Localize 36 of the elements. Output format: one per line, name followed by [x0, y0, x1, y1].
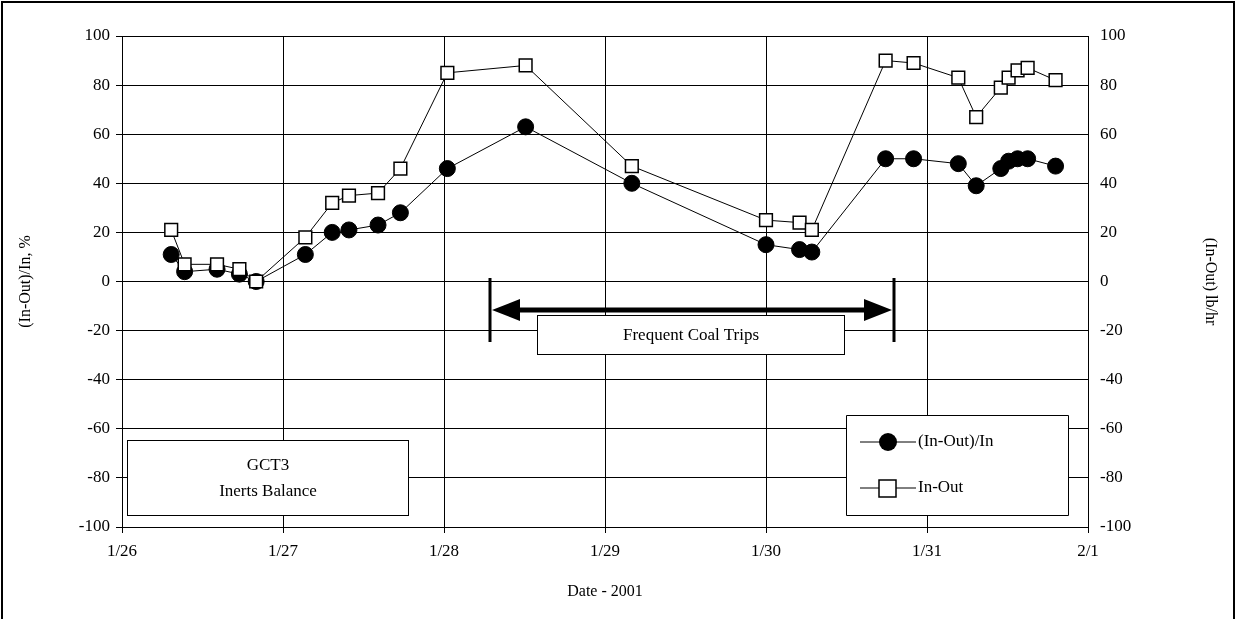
y2-tick-label: 100: [1100, 25, 1126, 45]
y-tick-label: -80: [87, 467, 110, 487]
y2-tick-label: 40: [1100, 172, 1117, 192]
y2-axis-title: (In-Out) lb/hr: [1202, 237, 1221, 326]
y2-tick-label: -60: [1100, 418, 1123, 438]
y-tick-label: -60: [87, 418, 110, 438]
y2-tick-label: -40: [1100, 369, 1123, 389]
text-box: GCT3 Inerts Balance: [127, 440, 409, 516]
y-tick-label: 60: [93, 123, 110, 143]
x-tick-label: 1/29: [589, 540, 621, 560]
text-box: Frequent Coal Trips: [537, 315, 845, 355]
x-tick-label: 2/1: [1077, 540, 1099, 560]
y2-tick-label: 80: [1100, 74, 1117, 94]
x-tick-label: 1/27: [267, 540, 299, 560]
y-tick-label: 40: [93, 172, 110, 192]
y-tick-label: -40: [87, 369, 110, 389]
x-tick-label: 1/31: [911, 540, 943, 560]
y2-tick-label: -20: [1100, 320, 1123, 340]
y2-tick-label: -80: [1100, 467, 1123, 487]
y-tick-label: -20: [87, 320, 110, 340]
y-tick-label: 0: [101, 270, 110, 290]
legend-label: In-Out: [918, 477, 964, 497]
y-tick-label: 80: [93, 74, 110, 94]
y-tick-label: 100: [84, 25, 110, 45]
x-tick-label: 1/26: [106, 540, 138, 560]
y2-tick-label: -100: [1100, 516, 1132, 536]
legend-label: (In-Out)/In: [918, 431, 995, 451]
y-axis-title: (In-Out)/In, %: [15, 235, 34, 328]
x-axis-title: Date - 2001: [567, 581, 643, 599]
y2-tick-label: 60: [1100, 123, 1117, 143]
y-tick-label: 20: [93, 221, 110, 241]
x-tick-label: 1/30: [750, 540, 782, 560]
y2-tick-label: 20: [1100, 221, 1117, 241]
y-tick-label: -100: [78, 516, 110, 536]
y2-tick-label: 0: [1100, 270, 1109, 290]
x-tick-label: 1/28: [428, 540, 460, 560]
